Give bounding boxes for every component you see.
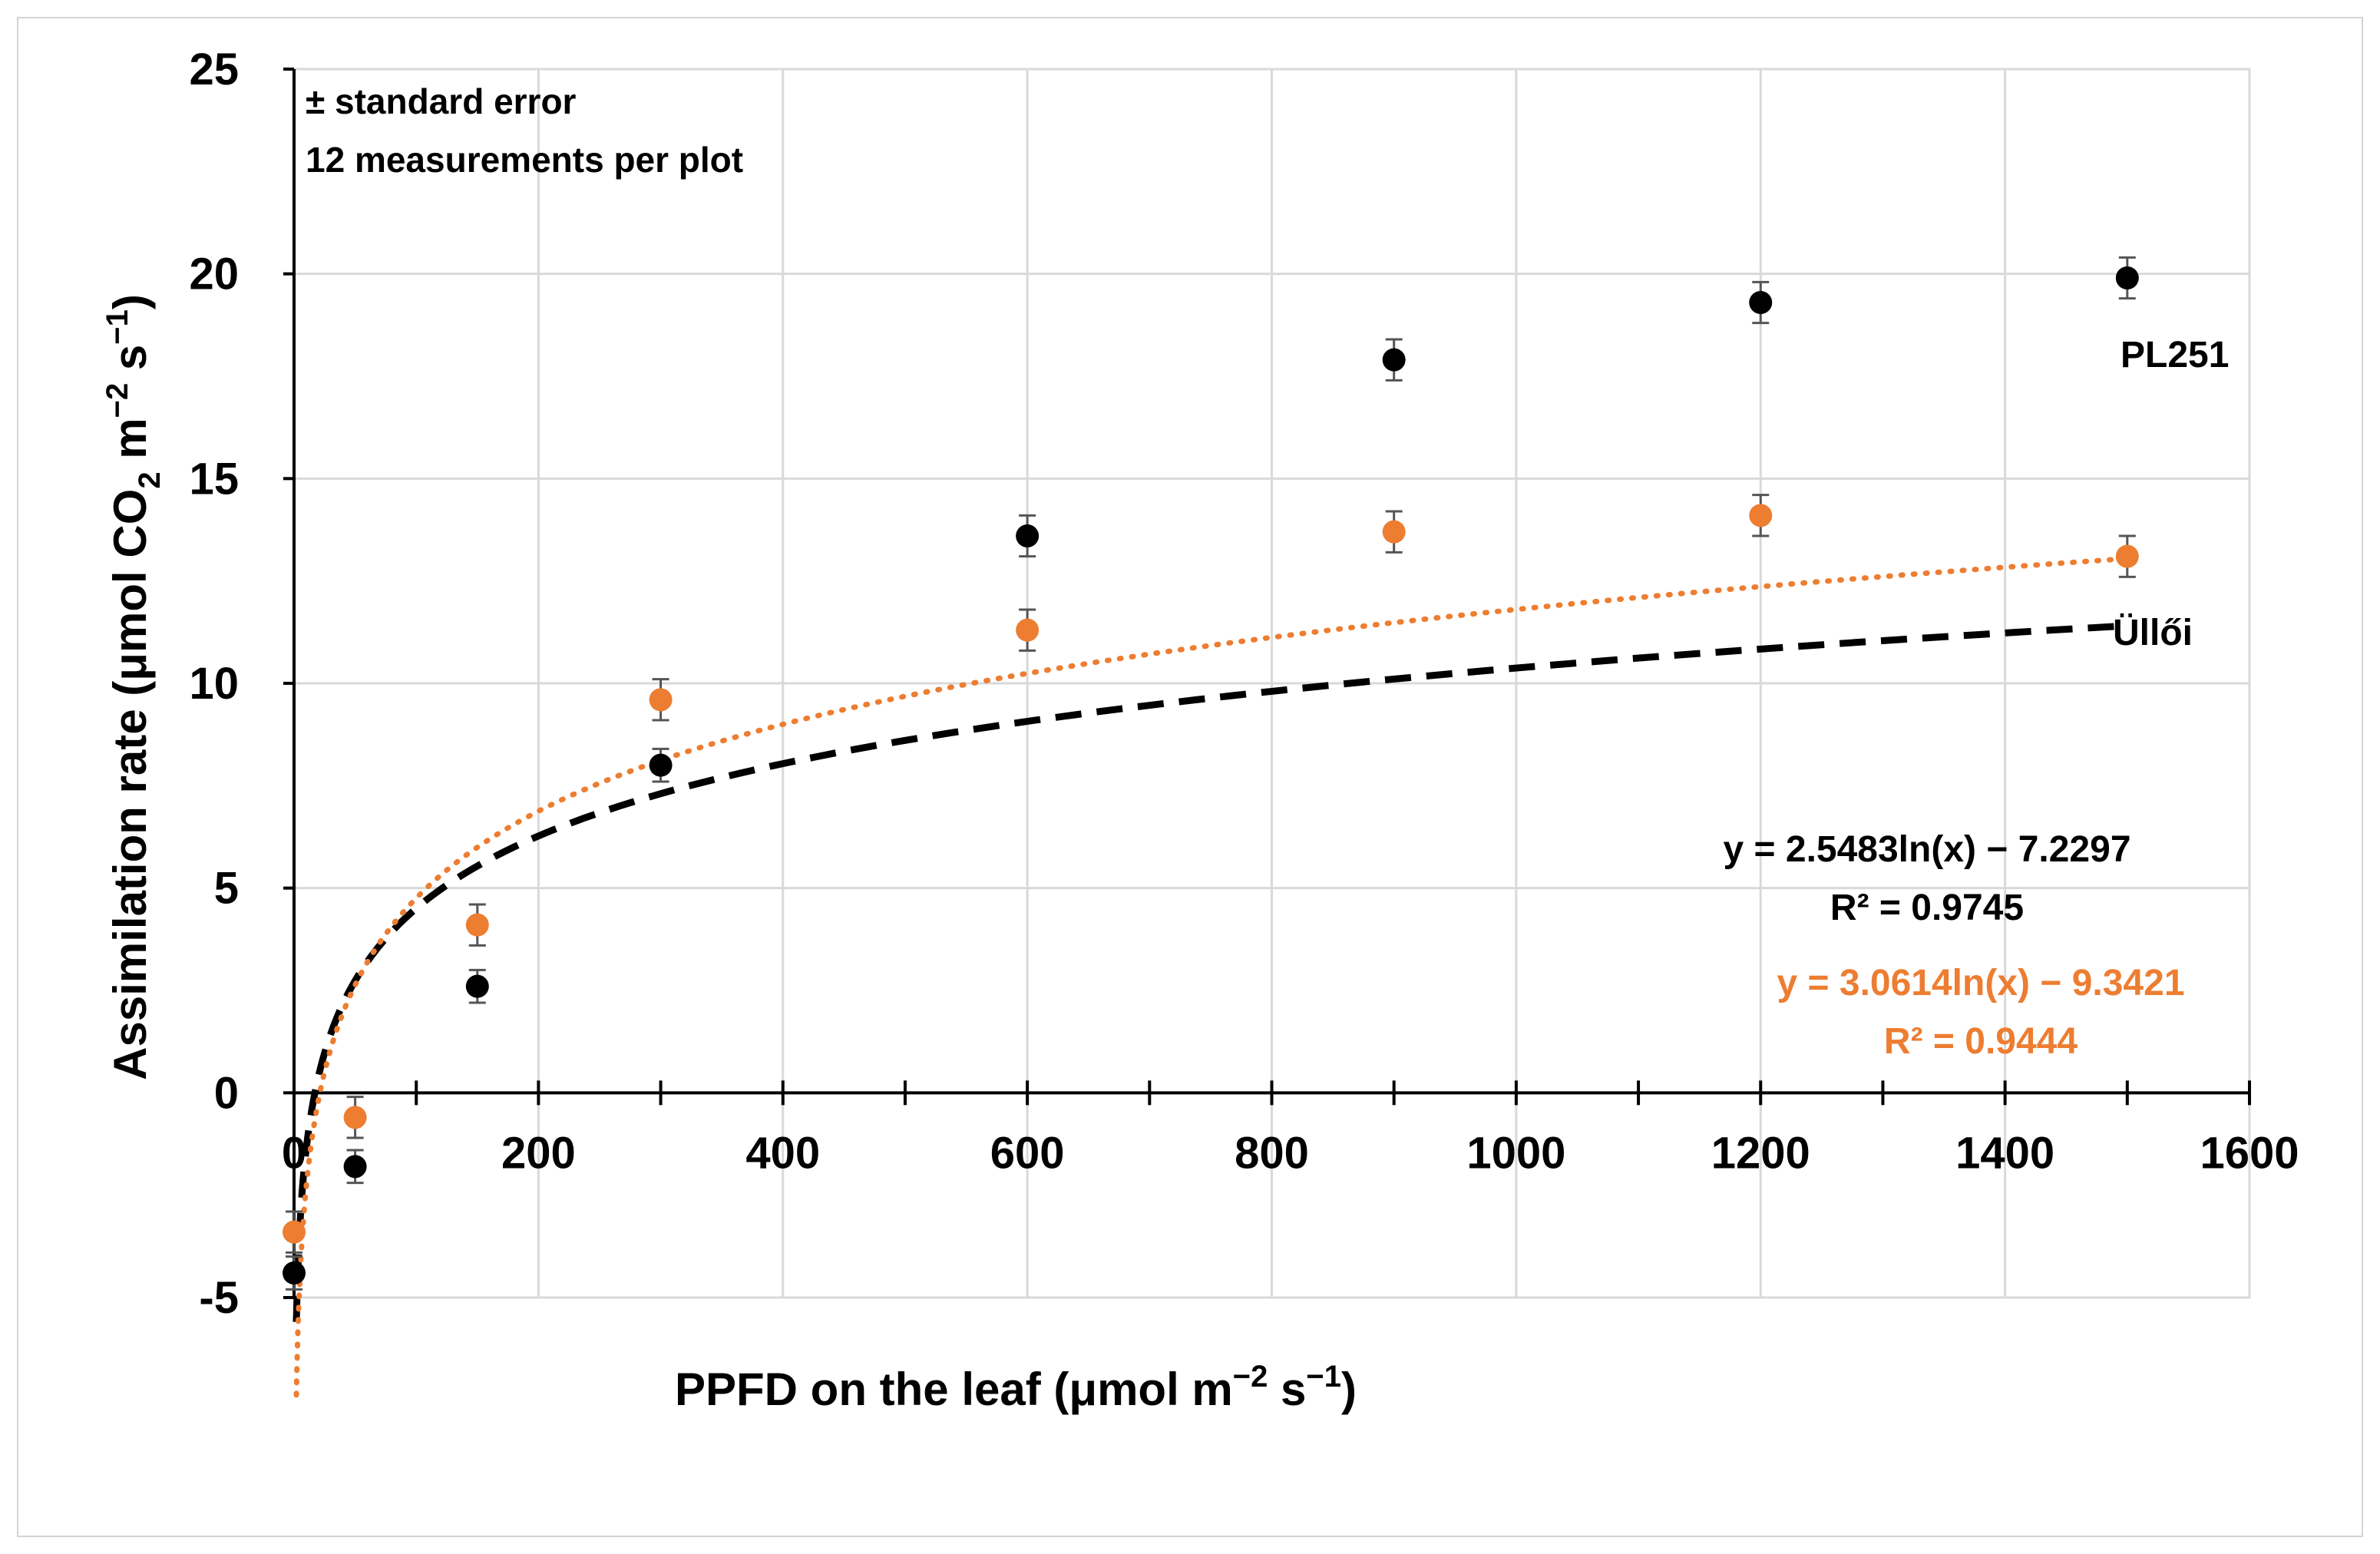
data-point-ulloi <box>649 688 673 712</box>
data-point-pl251 <box>2115 266 2139 289</box>
data-points <box>283 256 2139 1291</box>
equation-ulloi: y = 3.0614ln(x) − 9.3421 <box>1777 963 2184 1003</box>
x-tick-label: 600 <box>990 1128 1065 1178</box>
data-point-pl251 <box>343 1155 367 1179</box>
x-tick-label: 400 <box>745 1128 820 1178</box>
data-point-pl251 <box>1749 291 1773 314</box>
x-tick-label: 1000 <box>1466 1128 1565 1178</box>
equation-pl251: y = 2.5483ln(x) − 7.2297 <box>1723 829 2130 870</box>
y-tick-label: 0 <box>214 1068 239 1118</box>
r2-pl251: R² = 0.9745 <box>1830 888 2024 928</box>
x-tick-label: 800 <box>1235 1128 1309 1178</box>
r2-ulloi: R² = 0.9444 <box>1884 1021 2078 1062</box>
data-point-ulloi <box>2115 544 2139 568</box>
data-point-pl251 <box>1382 348 1406 372</box>
x-tick-label: 1400 <box>1955 1128 2054 1178</box>
grid <box>293 68 2251 1299</box>
x-tick-label: 200 <box>501 1128 576 1178</box>
annotation-standard-error: ± standard error <box>306 81 577 121</box>
data-point-pl251 <box>283 1261 306 1285</box>
y-tick-label: 25 <box>189 45 239 94</box>
fit-curves <box>293 556 2130 1398</box>
series-label-pl251: PL251 <box>2121 335 2229 375</box>
y-tick-label: 5 <box>214 864 239 914</box>
data-point-ulloi <box>283 1220 306 1244</box>
y-tick-label: 20 <box>189 250 239 299</box>
y-tick-label: -5 <box>199 1273 239 1323</box>
data-point-ulloi <box>1382 520 1406 544</box>
trendline-pl251 <box>293 622 2128 1322</box>
data-point-pl251 <box>465 974 489 998</box>
data-point-ulloi <box>465 913 489 937</box>
x-axis-label: PPFD on the leaf (μmol m−2 s−1) <box>675 1360 1357 1415</box>
data-point-ulloi <box>343 1106 367 1129</box>
series-label-ulloi: Üllői <box>2113 613 2193 653</box>
data-point-pl251 <box>649 753 673 777</box>
x-tick-label: 1200 <box>1711 1128 1810 1178</box>
data-point-pl251 <box>1016 524 1040 547</box>
y-tick-label: 10 <box>189 659 239 709</box>
data-point-ulloi <box>1016 618 1040 642</box>
trendline-ulloi <box>293 556 2130 1398</box>
x-tick-label: 1600 <box>2200 1128 2299 1178</box>
data-point-ulloi <box>1749 504 1773 527</box>
axes: 0 200 400 600 800 1000 1200 1400 1600-5051015202… <box>189 45 2299 1323</box>
chart-frame <box>17 17 2363 1537</box>
annotation-measurements: 12 measurements per plot <box>306 140 743 180</box>
y-tick-label: 15 <box>189 454 239 504</box>
y-axis-label: Assimilation rate (μmol CO2 m−2 s−1) <box>101 294 167 1080</box>
